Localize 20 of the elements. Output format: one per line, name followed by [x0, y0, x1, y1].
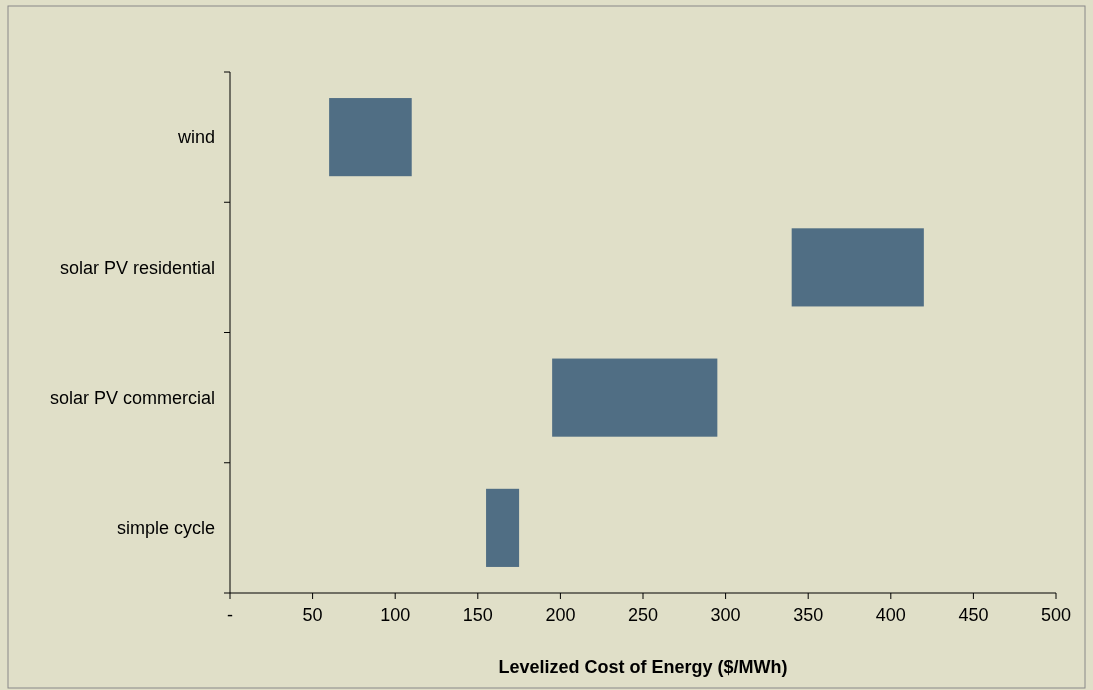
bar — [552, 358, 718, 437]
bar — [486, 488, 520, 567]
y-tick-label: solar PV residential — [59, 257, 215, 278]
x-tick-label: 450 — [958, 605, 989, 625]
y-tick-label: simple cycle — [116, 518, 215, 539]
x-tick-label: 400 — [875, 605, 906, 625]
x-tick-label: 50 — [302, 605, 323, 625]
x-tick-label: - — [227, 605, 233, 625]
x-tick-label: 250 — [627, 605, 659, 625]
x-tick-label: 300 — [710, 605, 741, 625]
x-tick-label: 100 — [380, 605, 411, 625]
bar — [329, 98, 412, 177]
bar — [791, 228, 924, 307]
y-tick-label: wind — [176, 127, 215, 148]
x-tick-label: 150 — [462, 605, 493, 625]
x-tick-label: 350 — [793, 605, 824, 625]
y-tick-label: solar PV commercial — [49, 387, 215, 408]
x-tick-label: 200 — [545, 605, 576, 625]
x-axis-title: Levelized Cost of Energy ($/MWh) — [498, 657, 788, 677]
x-tick-label: 500 — [1040, 605, 1072, 625]
